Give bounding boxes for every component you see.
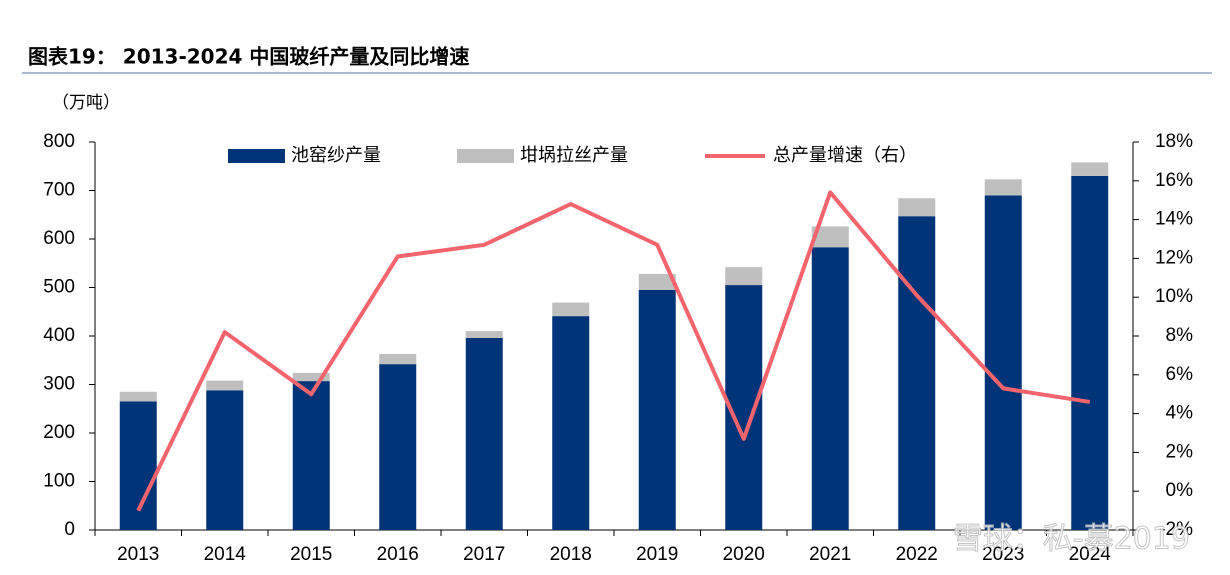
legend-label: 坩埚拉丝产量 [520,145,628,166]
y-tick-label: 100 [43,471,75,492]
x-tick-label: 2020 [723,544,765,565]
legend-swatch [457,149,514,163]
bar [206,380,244,391]
legend-label: 总产量增速（右） [773,145,917,166]
bar [811,226,849,248]
bar [206,390,244,530]
bar [379,364,417,530]
y2-tick-label: 18% [1155,131,1193,152]
x-tick-label: 2015 [290,544,332,565]
y-tick-label: 0 [64,519,75,540]
y2-tick-label: 0% [1166,480,1194,501]
watermark: 雪球：私-募2019 [953,522,1190,557]
x-tick-label: 2022 [896,544,938,565]
y-axis-label: （万吨） [52,93,120,113]
legend-label: 池窑纱产量 [291,145,381,166]
x-tick-label: 2016 [377,544,419,565]
bar [465,337,503,530]
y-tick-label: 200 [43,422,75,443]
bar [119,401,157,530]
y2-tick-label: 4% [1166,403,1194,424]
bar [638,289,676,530]
legend-swatch [228,149,285,163]
y2-tick-label: 2% [1166,441,1194,462]
bar [119,391,157,402]
y-tick-label: 400 [43,325,75,346]
bar [898,198,936,217]
y2-tick-label: 14% [1155,209,1193,230]
bar [292,372,330,382]
chart-title: 图表19： 2013-2024 中国玻纤产量及同比增速 [28,45,469,69]
x-tick-label: 2017 [463,544,505,565]
bar [1071,162,1109,176]
x-tick-label: 2023 [982,544,1024,565]
bar [379,353,417,365]
bar [1071,175,1109,530]
x-tick-label: 2014 [204,544,247,565]
y2-tick-label: 8% [1166,325,1194,346]
line [136,190,1091,512]
y-tick-label: 800 [43,131,75,152]
bar [552,302,590,317]
y-tick-label: 300 [43,374,75,395]
y2-tick-label: 16% [1155,170,1193,191]
x-tick-label: 2024 [1069,544,1112,565]
y2-tick-label: 12% [1155,247,1193,268]
y2-tick-label: 6% [1166,364,1194,385]
bar [898,216,936,530]
bar [292,381,330,530]
bar [552,316,590,530]
y-tick-label: 500 [43,277,75,298]
bar [984,195,1022,530]
x-tick-label: 2013 [117,544,159,565]
x-tick-label: 2021 [809,544,851,565]
x-tick-label: 2019 [636,544,678,565]
bar [811,247,849,530]
bar [725,267,763,286]
bar [465,331,503,338]
bar [638,273,676,290]
y-tick-label: 600 [43,228,75,249]
bar [984,179,1022,196]
y2-tick-label: -2% [1159,519,1193,540]
x-tick-label: 2018 [550,544,592,565]
y-tick-label: 700 [43,180,75,201]
y2-tick-label: 10% [1155,286,1193,307]
